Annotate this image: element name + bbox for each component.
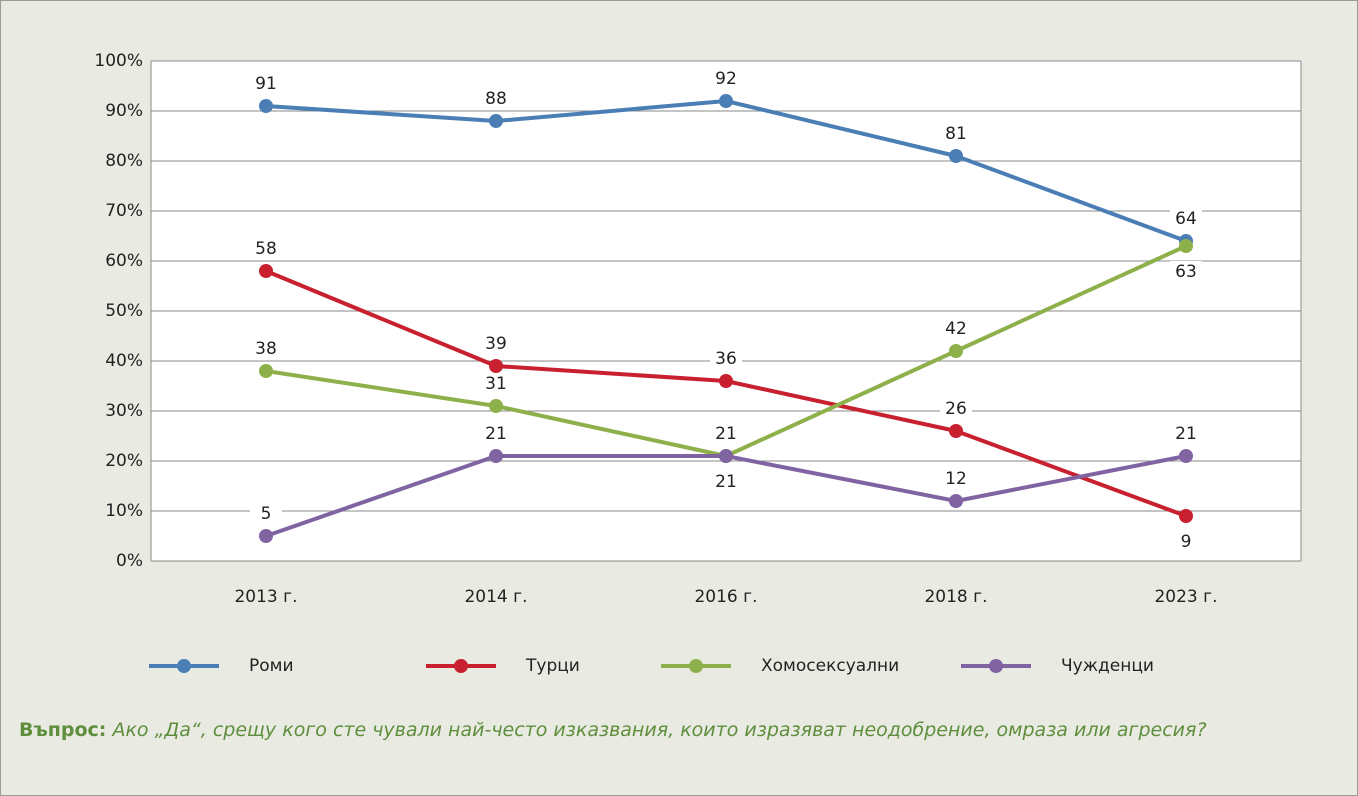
point [259, 99, 273, 113]
label-bg [710, 348, 742, 370]
data-label: 9 [1181, 532, 1192, 552]
y-tick-label: 80% [105, 151, 143, 171]
label-bg [480, 333, 512, 355]
point [1179, 239, 1193, 253]
legend-marker [177, 659, 191, 673]
x-tick-label: 2023 г. [1154, 587, 1217, 607]
label-bg [710, 423, 742, 445]
point [489, 399, 503, 413]
question-text: Ако „Да“, срещу кого сте чували най-чест… [112, 719, 1207, 741]
label-bg [710, 471, 742, 493]
data-label: 21 [715, 424, 737, 444]
data-label: 21 [485, 424, 507, 444]
y-tick-label: 40% [105, 351, 143, 371]
data-label: 42 [945, 319, 967, 339]
y-tick-label: 100% [94, 51, 143, 71]
label-bg [940, 318, 972, 340]
label-bg [1170, 423, 1202, 445]
question: Въпрос: Ако „Да“, срещу кого сте чували … [19, 715, 1319, 746]
data-label: 63 [1175, 262, 1197, 282]
point [949, 149, 963, 163]
data-label: 26 [945, 399, 967, 419]
legend-marker [454, 659, 468, 673]
label-bg [250, 73, 282, 95]
y-tick-label: 60% [105, 251, 143, 271]
point [949, 424, 963, 438]
point [949, 494, 963, 508]
question-label: Въпрос: [19, 719, 107, 741]
y-tick-label: 30% [105, 401, 143, 421]
data-label: 92 [715, 69, 737, 89]
y-tick-label: 90% [105, 101, 143, 121]
point [259, 364, 273, 378]
label-bg [940, 398, 972, 420]
label-bg [940, 468, 972, 490]
data-label: 58 [255, 239, 277, 259]
legend-label: Роми [249, 656, 294, 676]
data-label: 38 [255, 339, 277, 359]
x-tick-label: 2014 г. [464, 587, 527, 607]
label-bg [480, 373, 512, 395]
legend-marker [689, 659, 703, 673]
x-tick-label: 2013 г. [234, 587, 297, 607]
legend-label: Чужденци [1061, 656, 1154, 676]
label-bg [1170, 531, 1202, 553]
data-label: 21 [715, 472, 737, 492]
label-bg [250, 338, 282, 360]
point [1179, 509, 1193, 523]
data-label: 12 [945, 469, 967, 489]
data-label: 31 [485, 374, 507, 394]
label-bg [250, 238, 282, 260]
data-label: 64 [1175, 209, 1197, 229]
legend-label: Турци [525, 656, 580, 676]
data-label: 81 [945, 124, 967, 144]
x-tick-label: 2018 г. [924, 587, 987, 607]
point [1179, 449, 1193, 463]
label-bg [1170, 261, 1202, 283]
label-bg [710, 68, 742, 90]
label-bg [480, 423, 512, 445]
point [259, 264, 273, 278]
legend-marker [989, 659, 1003, 673]
y-tick-label: 0% [116, 551, 143, 571]
chart: 0% 10% 20% 30% 40% 50% 60% 70% 80% 90% 100% 2013 г.… [94, 51, 1302, 676]
data-label: 5 [261, 504, 272, 524]
point [949, 344, 963, 358]
data-label: 88 [485, 89, 507, 109]
point [719, 449, 733, 463]
y-tick-label: 50% [105, 301, 143, 321]
y-tick-label: 10% [105, 501, 143, 521]
data-label: 21 [1175, 424, 1197, 444]
y-tick-label: 20% [105, 451, 143, 471]
data-label: 91 [255, 74, 277, 94]
point [719, 374, 733, 388]
point [259, 529, 273, 543]
point [719, 94, 733, 108]
point [489, 114, 503, 128]
label-bg [1170, 208, 1202, 230]
data-label: 39 [485, 334, 507, 354]
x-tick-label: 2016 г. [694, 587, 757, 607]
label-bg [250, 503, 282, 525]
point [489, 359, 503, 373]
point [489, 449, 503, 463]
label-bg [940, 123, 972, 145]
label-bg [480, 88, 512, 110]
data-label: 36 [715, 349, 737, 369]
legend-label: Хомосексуални [761, 656, 899, 676]
y-tick-label: 70% [105, 201, 143, 221]
